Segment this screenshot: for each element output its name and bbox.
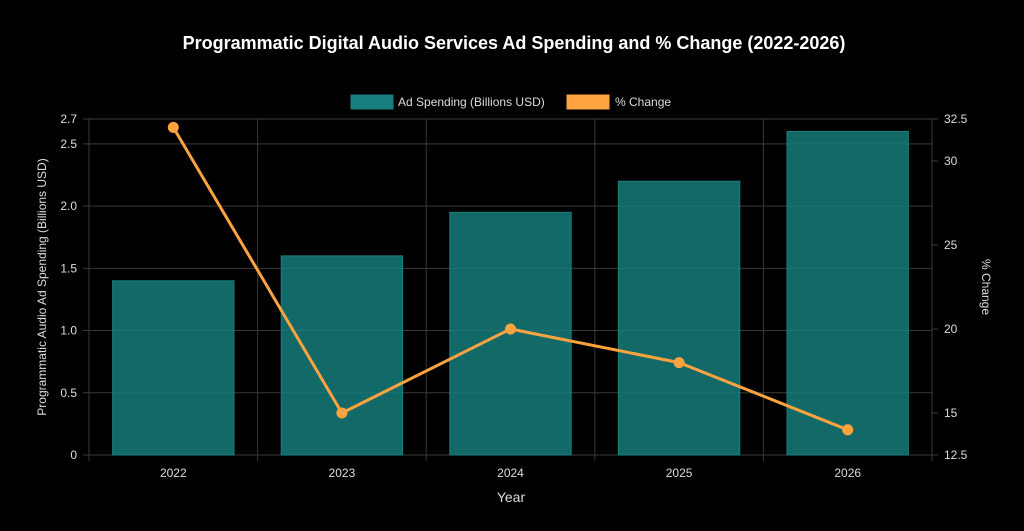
y2-tick-label: 25 bbox=[944, 238, 958, 252]
y-tick-label: 2.7 bbox=[60, 112, 77, 126]
x-tick-label: 2024 bbox=[497, 466, 524, 480]
y2-tick-label: 30 bbox=[944, 154, 958, 168]
y-tick-label: 1.5 bbox=[60, 261, 77, 275]
line-series bbox=[167, 121, 854, 436]
point-pct-change-2025[interactable] bbox=[673, 357, 685, 369]
chart-legend: Ad Spending (Billions USD) % Change bbox=[350, 94, 671, 110]
y-axis-right-title: % Change bbox=[979, 259, 993, 315]
y-tick-label: 0.5 bbox=[60, 386, 77, 400]
y-tick-label: 2.5 bbox=[60, 137, 77, 151]
y2-tick-label: 32.5 bbox=[944, 112, 968, 126]
legend-label-pct-change[interactable]: % Change bbox=[615, 95, 671, 109]
chart-title: Programmatic Digital Audio Services Ad S… bbox=[183, 33, 846, 53]
y-tick-label: 1.0 bbox=[60, 324, 77, 338]
point-pct-change-2026[interactable] bbox=[842, 424, 854, 436]
bar-2025[interactable] bbox=[617, 180, 741, 456]
x-tick-label: 2022 bbox=[160, 466, 187, 480]
y2-tick-label: 15 bbox=[944, 406, 958, 420]
point-pct-change-2022[interactable] bbox=[167, 121, 179, 133]
y-tick-label: 2.0 bbox=[60, 199, 77, 213]
y-tick-label: 0 bbox=[70, 448, 77, 462]
y-axis-right-ticks: 12.5 15 20 25 30 32.5 bbox=[944, 112, 968, 462]
x-axis-title: Year bbox=[497, 489, 526, 505]
bar-2022[interactable] bbox=[112, 280, 235, 456]
point-pct-change-2023[interactable] bbox=[336, 407, 348, 419]
y2-tick-label: 20 bbox=[944, 322, 958, 336]
y-axis-left-ticks: 0 0.5 1.0 1.5 2.0 2.5 2.7 bbox=[60, 112, 77, 462]
x-tick-label: 2025 bbox=[666, 466, 693, 480]
bar-series bbox=[112, 130, 909, 456]
x-tick-label: 2026 bbox=[834, 466, 861, 480]
point-pct-change-2024[interactable] bbox=[505, 323, 516, 335]
legend-swatch-pct-change[interactable] bbox=[566, 94, 610, 110]
y-axis-left-title: Programmatic Audio Ad Spending (Billions… bbox=[35, 158, 49, 415]
x-tick-label: 2023 bbox=[329, 466, 356, 480]
legend-swatch-ad-spending[interactable] bbox=[350, 94, 394, 110]
legend-label-ad-spending[interactable]: Ad Spending (Billions USD) bbox=[398, 95, 545, 109]
bar-2026[interactable] bbox=[786, 130, 909, 456]
x-axis-ticks: 2022 2023 2024 2025 2026 bbox=[160, 466, 861, 480]
bar-2023[interactable] bbox=[280, 255, 404, 456]
y2-tick-label: 12.5 bbox=[944, 448, 968, 462]
